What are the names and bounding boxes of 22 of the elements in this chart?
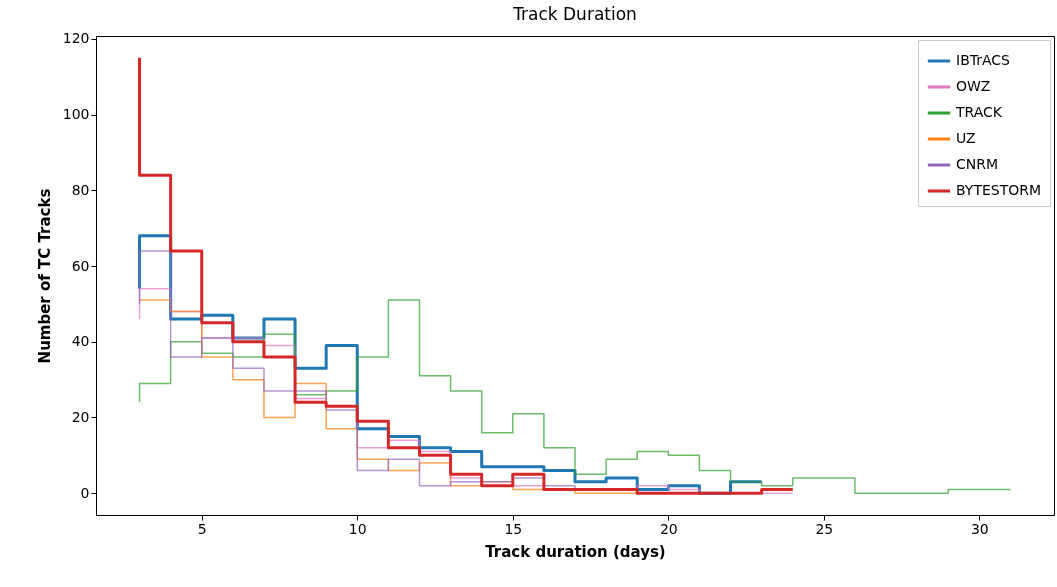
- x-tick-label: 5: [197, 520, 207, 537]
- x-tick-label: 15: [504, 520, 523, 537]
- legend-label: UZ: [956, 130, 976, 146]
- y-tick-label: 20: [71, 409, 90, 425]
- legend-label: TRACK: [955, 104, 1003, 120]
- legend-label: BYTESTORM: [956, 182, 1042, 198]
- legend-label: CNRM: [956, 156, 999, 172]
- y-tick-label: 80: [71, 181, 90, 198]
- y-axis-title: Number of TC Tracks: [35, 188, 54, 364]
- y-tick-label: 60: [71, 257, 90, 274]
- x-axis-title: Track duration (days): [485, 542, 666, 561]
- y-tick-label: 100: [62, 106, 90, 123]
- chart-title: Track Duration: [512, 3, 637, 24]
- legend-label: IBTrACS: [956, 52, 1011, 68]
- x-tick-label: 30: [970, 520, 989, 537]
- x-tick-label: 20: [659, 520, 678, 537]
- y-tick-label: 40: [71, 333, 90, 350]
- x-tick-label: 25: [815, 520, 834, 537]
- y-tick-label: 120: [62, 30, 90, 47]
- legend-label: OWZ: [956, 78, 991, 94]
- x-tick-label: 10: [348, 520, 367, 537]
- y-tick-label: 0: [80, 484, 90, 501]
